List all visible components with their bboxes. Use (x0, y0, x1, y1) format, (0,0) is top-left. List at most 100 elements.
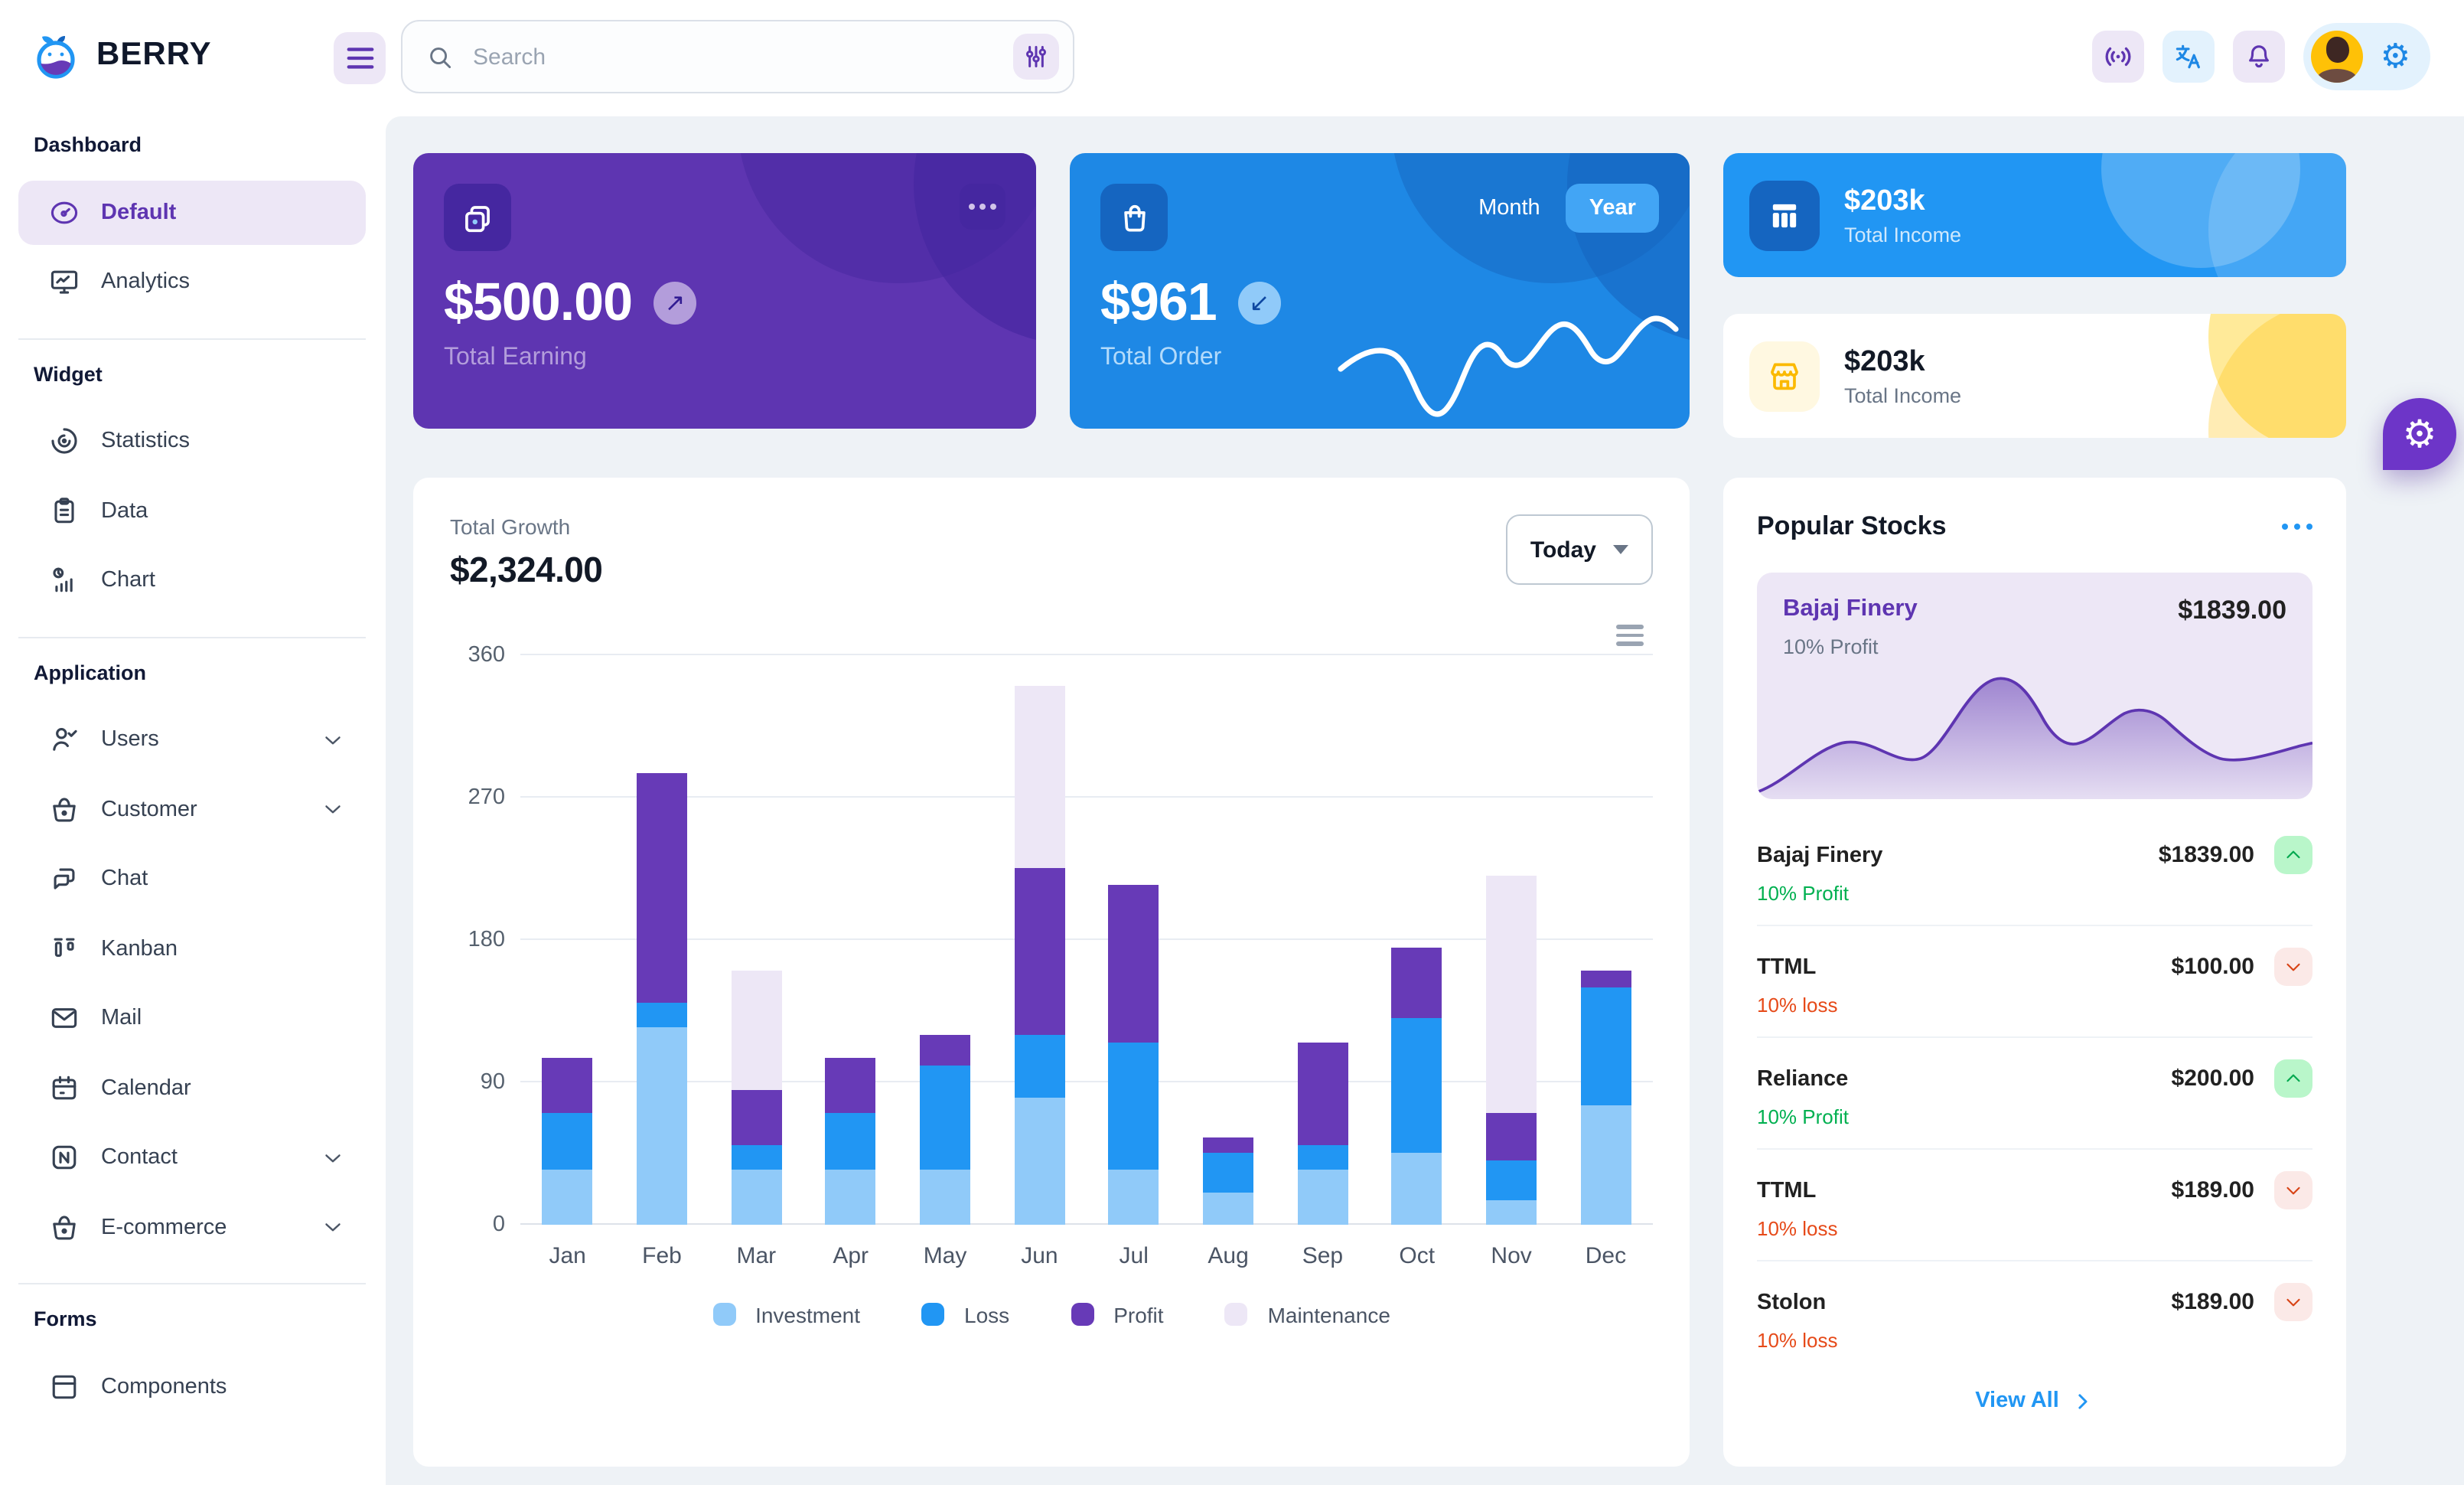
x-axis-label: Jul (1119, 1242, 1149, 1269)
segment-profit (1391, 947, 1442, 1019)
bar-nov[interactable] (1486, 876, 1537, 1225)
stock-row-reliance[interactable]: Reliance $200.00 10% Profit (1757, 1038, 2312, 1150)
sidebar-item-chart[interactable]: Chart (18, 548, 366, 612)
bar-sep[interactable] (1297, 1042, 1348, 1225)
bar-slot-apr (803, 655, 898, 1225)
sidebar-item-statistics[interactable]: Statistics (18, 409, 366, 473)
segment-investment (542, 1169, 593, 1225)
legend-item-investment[interactable]: Investment (712, 1303, 860, 1327)
income-blue-value: $203k (1844, 184, 1925, 217)
legend-item-loss[interactable]: Loss (921, 1303, 1009, 1327)
sidebar-item-components[interactable]: Components (18, 1354, 366, 1418)
stats-icon (47, 424, 81, 458)
search-filter-button[interactable] (1013, 34, 1059, 80)
sidebar-item-label: Default (101, 200, 177, 224)
view-all-button[interactable]: View All (1966, 1387, 2104, 1415)
stock-row-bajaj-finery[interactable]: Bajaj Finery $1839.00 10% Profit (1757, 814, 2312, 926)
stock-row-ttml[interactable]: TTML $189.00 10% loss (1757, 1150, 2312, 1261)
stock-row-stolon[interactable]: Stolon $189.00 10% loss (1757, 1261, 2312, 1372)
featured-stock-area-chart (1757, 677, 2312, 799)
sidebar-item-data[interactable]: Data (18, 478, 366, 543)
clipboard-icon (47, 494, 81, 527)
stat-cards-row: $500.00 ↗ Total Earning Month Year (413, 153, 2464, 438)
stock-change: 10% loss (1757, 1217, 1838, 1240)
bell-icon (2243, 40, 2277, 73)
legend-item-maintenance[interactable]: Maintenance (1224, 1303, 1390, 1327)
broadcast-button[interactable] (2092, 31, 2145, 83)
total-income-blue-card: $203k Total Income (1723, 153, 2346, 277)
sidebar-item-users[interactable]: Users (18, 707, 366, 772)
chevron-down-icon (320, 796, 346, 822)
chartbar-icon (47, 563, 81, 597)
segment-investment (1108, 1169, 1159, 1225)
x-axis-label: Nov (1491, 1242, 1532, 1269)
segment-loss (1203, 1153, 1254, 1193)
search-input[interactable] (470, 42, 998, 71)
y-axis-label: 0 (492, 1212, 505, 1237)
bar-dec[interactable] (1580, 971, 1631, 1225)
bar-feb[interactable] (637, 773, 687, 1225)
brand-logo[interactable]: BERRY (31, 29, 211, 81)
basket-icon (47, 792, 81, 826)
bar-jul[interactable] (1108, 884, 1159, 1225)
legend-swatch (1224, 1303, 1248, 1327)
chevron-down-icon (2274, 948, 2312, 986)
segment-profit (1108, 884, 1159, 1043)
sidebar-section-dashboard: Dashboard Default Analytics (18, 119, 366, 331)
sidebar-item-chat[interactable]: Chat (18, 847, 366, 911)
bar-jun[interactable] (1014, 686, 1065, 1225)
notifications-button[interactable] (2233, 31, 2286, 83)
month-toggle-button[interactable]: Month (1455, 184, 1563, 233)
y-axis-label: 180 (468, 927, 505, 952)
growth-value: $2,324.00 (450, 550, 603, 589)
earning-card-menu-button[interactable] (960, 184, 1005, 230)
stock-row-line: Reliance $200.00 (1757, 1059, 2312, 1098)
filter-sliders-icon (1021, 41, 1051, 72)
legend-item-profit[interactable]: Profit (1071, 1303, 1164, 1327)
bar-oct[interactable] (1391, 947, 1442, 1225)
stock-row-ttml[interactable]: TTML $100.00 10% loss (1757, 926, 2312, 1038)
legend-label: Investment (755, 1302, 861, 1327)
sidebar-item-e-commerce[interactable]: E-commerce (18, 1195, 366, 1259)
stocks-menu-button[interactable] (2281, 517, 2312, 537)
featured-stock-price: $1839.00 (2178, 596, 2286, 625)
x-axis-label: Sep (1302, 1242, 1344, 1269)
year-toggle-button[interactable]: Year (1566, 184, 1659, 233)
popular-stocks-card: Popular Stocks Bajaj Finery $1839.00 10%… (1723, 478, 2346, 1467)
profile-menu-button[interactable]: ⚙ (2303, 23, 2430, 90)
sidebar-item-calendar[interactable]: Calendar (18, 1056, 366, 1120)
stock-price: $100.00 (2171, 954, 2254, 980)
sidebar-item-mail[interactable]: Mail (18, 986, 366, 1050)
translate-button[interactable] (2163, 31, 2215, 83)
bar-mar[interactable] (731, 971, 782, 1225)
sidebar-item-customer[interactable]: Customer (18, 777, 366, 841)
menu-toggle-button[interactable] (334, 32, 386, 84)
chart-menu-icon[interactable] (1616, 625, 1644, 646)
basket-icon (47, 1210, 81, 1244)
segment-investment (731, 1169, 782, 1225)
bar-may[interactable] (920, 1034, 971, 1225)
gear-icon: ⚙ (2380, 37, 2410, 75)
sidebar-item-contact[interactable]: Contact (18, 1125, 366, 1190)
customize-settings-fab[interactable]: ⚙ (2383, 398, 2456, 470)
segment-loss (920, 1066, 971, 1170)
sidebar-section-title: Forms (34, 1307, 97, 1330)
bar-jan[interactable] (542, 1058, 593, 1225)
segment-investment (1297, 1169, 1348, 1225)
legend-swatch (921, 1303, 945, 1327)
bar-aug[interactable] (1203, 1137, 1254, 1225)
gridline-180 (520, 938, 1653, 940)
menu-icon (345, 46, 374, 70)
sidebar-item-analytics[interactable]: Analytics (18, 250, 366, 314)
period-select[interactable]: Today (1505, 514, 1653, 585)
stock-change: 10% loss (1757, 994, 1838, 1017)
segment-maintenance (1486, 876, 1537, 1114)
sidebar-item-default[interactable]: Default (18, 180, 366, 244)
sidebar-item-kanban[interactable]: Kanban (18, 916, 366, 981)
sidebar-section-title: Widget (34, 362, 103, 385)
featured-stock-name: Bajaj Finery (1783, 596, 1918, 622)
gear-icon: ⚙ (2402, 413, 2437, 455)
sidebar-section-title: Application (34, 661, 146, 684)
contact-icon (47, 1141, 81, 1174)
bar-apr[interactable] (825, 1058, 876, 1225)
